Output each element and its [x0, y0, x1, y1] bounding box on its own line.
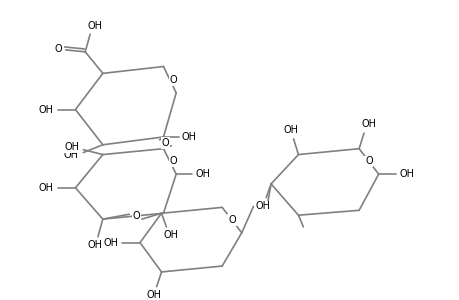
- Text: O: O: [169, 75, 177, 85]
- Text: OH: OH: [64, 142, 79, 152]
- Text: OH: OH: [103, 238, 118, 248]
- Text: OH: OH: [87, 239, 102, 250]
- Text: OH: OH: [399, 169, 414, 179]
- Text: OH: OH: [283, 125, 297, 135]
- Text: O: O: [169, 156, 177, 167]
- Text: OH: OH: [39, 105, 54, 115]
- Text: O: O: [228, 215, 235, 225]
- Text: O: O: [161, 138, 169, 148]
- Text: O: O: [364, 156, 372, 167]
- Text: OH: OH: [87, 21, 102, 32]
- Text: OH: OH: [163, 230, 179, 240]
- Text: OH: OH: [63, 150, 78, 160]
- Text: OH: OH: [195, 169, 210, 179]
- Text: OH: OH: [255, 201, 270, 212]
- Text: OH: OH: [146, 290, 161, 300]
- Text: O: O: [54, 44, 62, 54]
- Text: OH: OH: [181, 132, 196, 142]
- Text: O: O: [132, 211, 140, 221]
- Text: OH: OH: [361, 119, 375, 129]
- Text: OH: OH: [39, 183, 54, 193]
- Text: O: O: [256, 203, 263, 213]
